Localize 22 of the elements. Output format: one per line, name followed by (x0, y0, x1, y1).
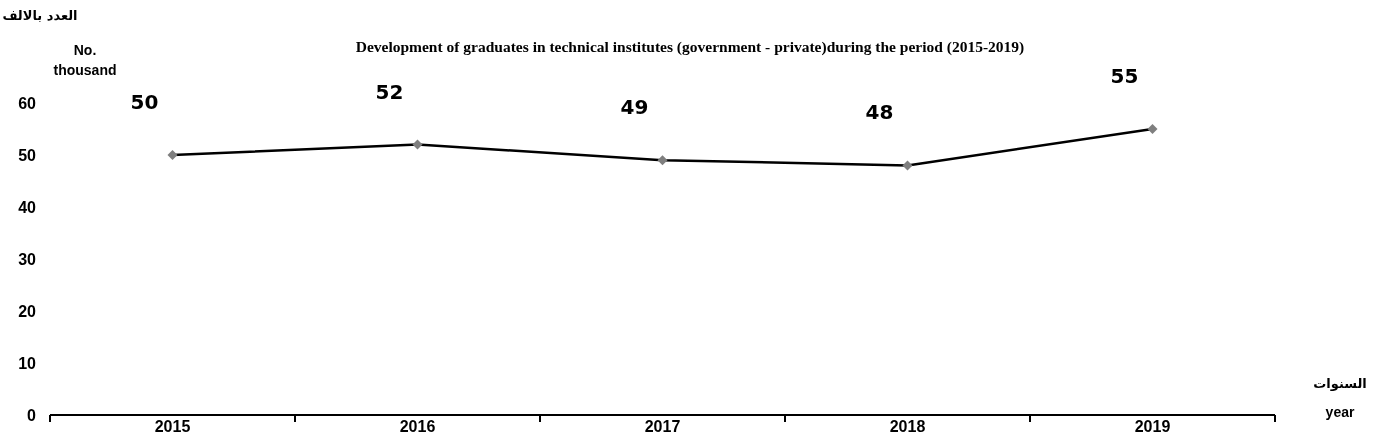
x-tick-label: 2015 (154, 418, 191, 432)
data-label: 48 (865, 100, 894, 125)
x-tick-label: 2016 (399, 418, 436, 432)
x-axis-title: year (1325, 404, 1355, 420)
data-label: 55 (1110, 64, 1139, 88)
y-tick-label: 20 (18, 303, 37, 320)
text: العدد بالالف (2, 8, 78, 23)
y-tick-label: 60 (18, 95, 37, 112)
x-tick-label: 2017 (644, 418, 681, 432)
x-tick-label: 2018 (889, 418, 926, 432)
y-tick-label: 30 (18, 251, 37, 268)
y-tick-label: 50 (18, 147, 37, 164)
data-label: 52 (375, 79, 404, 104)
x-tick-label: 2019 (1134, 418, 1171, 432)
text: السنوات (1313, 376, 1367, 391)
y-tick-label: 40 (18, 199, 37, 216)
chart-title: Development of graduates in technical institutes (government - private)during the period (2015-2019) (355, 38, 1025, 56)
y-axis-title: No. thousand (53, 42, 117, 78)
data-label: 50 (130, 90, 159, 114)
y-tick-label: 0 (27, 407, 37, 424)
y-tick-label: 10 (18, 355, 37, 372)
data-label: 49 (620, 95, 649, 120)
